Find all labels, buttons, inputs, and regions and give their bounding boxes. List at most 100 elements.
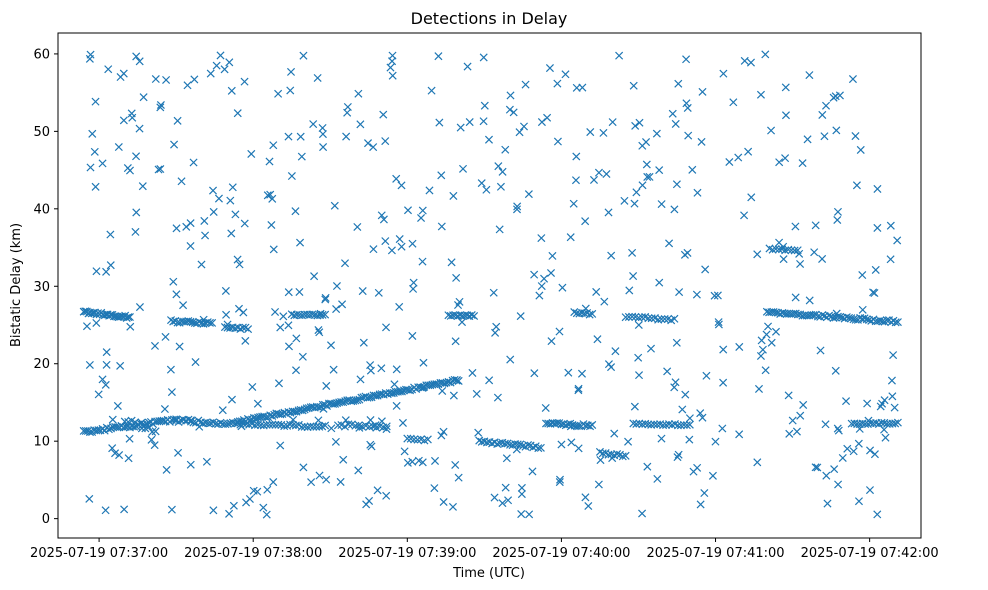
data-point — [382, 323, 391, 332]
data-point — [635, 419, 644, 428]
data-point — [771, 308, 780, 317]
data-point — [104, 425, 113, 434]
data-point — [229, 501, 238, 510]
data-point — [151, 75, 160, 84]
data-point — [834, 426, 843, 435]
data-point — [238, 323, 247, 332]
data-point — [761, 50, 770, 59]
data-point — [451, 460, 460, 470]
data-point — [634, 313, 643, 322]
data-point — [297, 422, 306, 432]
data-point — [265, 420, 274, 429]
data-point — [398, 418, 407, 427]
data-point — [796, 259, 805, 268]
data-point — [506, 355, 515, 364]
data-point — [834, 480, 843, 489]
data-point — [108, 444, 117, 453]
x-tick-label: 2025-07-19 07:41:00 — [646, 546, 784, 561]
data-point — [858, 270, 867, 280]
plot-area — [57, 32, 922, 539]
data-point — [512, 205, 522, 214]
data-point — [315, 471, 324, 480]
data-point — [418, 383, 427, 392]
data-point — [423, 435, 432, 444]
data-point — [610, 429, 619, 438]
data-point — [225, 509, 234, 518]
data-point — [572, 83, 581, 92]
data-point — [98, 375, 107, 384]
data-point — [114, 143, 123, 152]
data-point — [326, 341, 336, 350]
data-point — [449, 191, 458, 200]
data-point — [545, 64, 554, 73]
data-point — [740, 211, 749, 220]
data-point — [266, 190, 275, 199]
x-tick-label: 2025-07-19 07:40:00 — [492, 546, 630, 561]
data-point — [314, 326, 323, 335]
data-point — [92, 267, 101, 276]
data-point — [115, 451, 124, 460]
data-point — [439, 497, 448, 507]
data-point — [830, 465, 839, 474]
data-point — [117, 312, 126, 321]
data-point — [233, 109, 242, 118]
data-point — [410, 435, 419, 444]
data-point — [785, 429, 794, 438]
data-point — [221, 286, 230, 295]
data-point — [408, 331, 417, 340]
data-point — [170, 140, 179, 149]
data-point — [517, 483, 526, 492]
data-point — [865, 486, 875, 495]
data-point — [147, 435, 156, 444]
data-point — [768, 245, 777, 254]
data-point — [314, 416, 323, 425]
data-point — [154, 165, 163, 174]
data-point — [465, 118, 474, 127]
data-point — [354, 466, 363, 475]
data-point — [354, 89, 363, 98]
data-point — [321, 421, 330, 430]
data-point — [430, 456, 440, 465]
data-point — [887, 376, 896, 385]
data-point — [265, 157, 274, 166]
data-point — [674, 450, 683, 459]
data-point — [629, 81, 638, 90]
data-point — [467, 311, 476, 320]
x-tick-label: 2025-07-19 07:38:00 — [184, 546, 322, 561]
data-point — [309, 120, 318, 129]
data-point — [856, 145, 865, 154]
data-point — [101, 506, 110, 515]
data-point — [382, 491, 391, 500]
data-point — [665, 239, 674, 248]
y-tick-label: 50 — [33, 125, 50, 140]
data-point — [413, 435, 422, 444]
data-point — [470, 311, 479, 321]
data-point — [166, 365, 175, 374]
data-point — [684, 131, 693, 140]
data-point — [447, 258, 456, 267]
data-point — [628, 312, 637, 321]
data-point — [714, 318, 723, 327]
data-point — [374, 288, 383, 297]
data-point — [490, 493, 499, 502]
data-point — [172, 290, 181, 299]
data-point — [647, 314, 656, 323]
data-point — [336, 477, 345, 486]
data-point — [833, 424, 842, 433]
data-point — [392, 365, 401, 374]
data-point — [832, 126, 841, 135]
data-point — [813, 312, 822, 321]
data-point — [787, 246, 796, 255]
data-point — [417, 213, 426, 223]
data-point — [577, 369, 587, 378]
data-point — [615, 51, 624, 60]
data-point — [784, 391, 793, 400]
data-point — [631, 121, 640, 130]
data-point — [406, 386, 415, 395]
data-point — [729, 98, 738, 107]
data-point — [120, 417, 129, 426]
data-point — [291, 421, 300, 430]
data-point — [592, 287, 601, 296]
data-point — [629, 272, 638, 281]
data-point — [223, 419, 232, 428]
